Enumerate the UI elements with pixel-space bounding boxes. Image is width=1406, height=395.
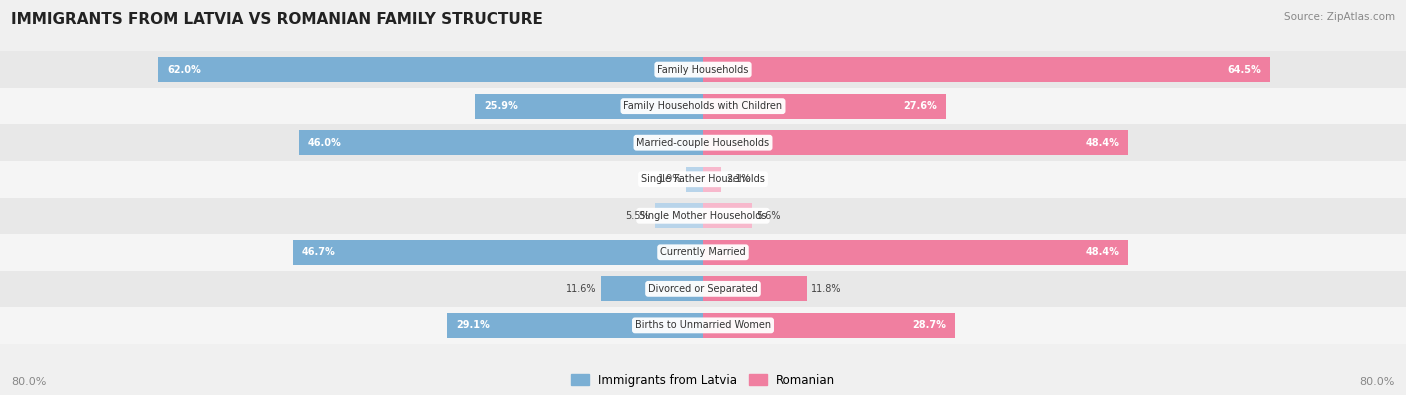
Bar <box>0 307 1406 344</box>
Bar <box>0 124 1406 161</box>
Text: 1.9%: 1.9% <box>658 174 682 184</box>
Bar <box>703 167 721 192</box>
Text: 46.0%: 46.0% <box>308 138 342 148</box>
Bar <box>0 234 1406 271</box>
Text: Family Households: Family Households <box>658 65 748 75</box>
Text: 25.9%: 25.9% <box>484 101 517 111</box>
Bar <box>0 198 1406 234</box>
Bar <box>159 57 703 82</box>
Bar <box>0 271 1406 307</box>
Bar <box>703 130 1129 155</box>
Text: Births to Unmarried Women: Births to Unmarried Women <box>636 320 770 330</box>
Text: 48.4%: 48.4% <box>1085 138 1119 148</box>
Bar <box>686 167 703 192</box>
Bar <box>602 276 703 301</box>
Text: 5.6%: 5.6% <box>756 211 782 221</box>
Bar <box>703 313 955 338</box>
Bar <box>655 203 703 228</box>
Text: Currently Married: Currently Married <box>661 247 745 257</box>
Text: Single Father Households: Single Father Households <box>641 174 765 184</box>
Text: 27.6%: 27.6% <box>903 101 936 111</box>
Bar <box>0 161 1406 198</box>
Text: 46.7%: 46.7% <box>301 247 335 257</box>
Text: 48.4%: 48.4% <box>1085 247 1119 257</box>
Text: 28.7%: 28.7% <box>912 320 946 330</box>
Bar <box>703 94 945 118</box>
Bar <box>447 313 703 338</box>
Text: Family Households with Children: Family Households with Children <box>623 101 783 111</box>
Text: 29.1%: 29.1% <box>456 320 489 330</box>
Legend: Immigrants from Latvia, Romanian: Immigrants from Latvia, Romanian <box>568 371 838 389</box>
Text: IMMIGRANTS FROM LATVIA VS ROMANIAN FAMILY STRUCTURE: IMMIGRANTS FROM LATVIA VS ROMANIAN FAMIL… <box>11 12 543 27</box>
Bar <box>703 240 1129 265</box>
Text: Single Mother Households: Single Mother Households <box>640 211 766 221</box>
Text: 2.1%: 2.1% <box>725 174 751 184</box>
Text: 5.5%: 5.5% <box>626 211 650 221</box>
Text: 80.0%: 80.0% <box>1360 377 1395 387</box>
Bar <box>475 94 703 118</box>
Text: 64.5%: 64.5% <box>1227 65 1261 75</box>
Text: Married-couple Households: Married-couple Households <box>637 138 769 148</box>
Text: 62.0%: 62.0% <box>167 65 201 75</box>
Text: Divorced or Separated: Divorced or Separated <box>648 284 758 294</box>
Text: 80.0%: 80.0% <box>11 377 46 387</box>
Text: Source: ZipAtlas.com: Source: ZipAtlas.com <box>1284 12 1395 22</box>
Bar <box>292 240 703 265</box>
Bar <box>0 88 1406 124</box>
Bar <box>703 203 752 228</box>
Text: 11.8%: 11.8% <box>811 284 842 294</box>
Bar <box>703 57 1270 82</box>
Text: 11.6%: 11.6% <box>567 284 596 294</box>
Bar <box>703 276 807 301</box>
Bar <box>0 51 1406 88</box>
Bar <box>299 130 703 155</box>
